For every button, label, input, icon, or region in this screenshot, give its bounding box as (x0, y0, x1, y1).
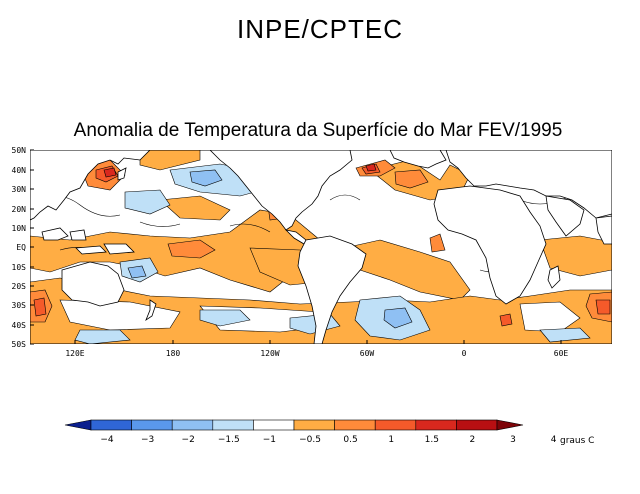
lon-label-180: 180 (166, 349, 181, 358)
lat-label-20s: 20S (12, 282, 27, 291)
lat-label-50n: 50N (12, 146, 27, 155)
lat-label-eq: EQ (16, 243, 26, 252)
lat-label-20n: 20N (12, 205, 27, 214)
colorbar-segment (131, 419, 173, 431)
colorbar-label: 3 (510, 435, 516, 445)
land-masses (30, 150, 612, 344)
lon-label-120e: 120E (65, 349, 84, 358)
lat-label-50s: 50S (12, 340, 27, 349)
lat-label-10n: 10N (12, 224, 27, 233)
lat-label-40n: 40N (12, 166, 27, 175)
colorbar-segment (415, 419, 457, 431)
organization-title: INPE/CPTEC (236, 14, 404, 44)
lon-label-120w: 120W (260, 349, 279, 358)
colorbar-units: graus C (560, 436, 594, 446)
colorbar-segment (456, 419, 498, 431)
colorbar: −4 −3 −2 −1.5 −1 −0.5 0.5 1 1.5 2 3 4 (64, 419, 557, 445)
colorbar-label: 2 (470, 435, 476, 445)
colorbar-label: −1.5 (218, 435, 240, 445)
lat-label-30n: 30N (12, 185, 27, 194)
lat-label-30s: 30S (12, 301, 27, 310)
lat-label-10s: 10S (12, 263, 27, 272)
lon-label-60e: 60E (554, 349, 569, 358)
lon-label-60w: 60W (360, 349, 375, 358)
colorbar-label: 0.5 (343, 435, 357, 445)
strong-cool-cores (127, 169, 413, 329)
map-field (30, 150, 612, 344)
longitude-axis: 120E 180 120W 60W 0 60E (65, 340, 568, 358)
colorbar-segment (293, 419, 335, 431)
lon-label-0: 0 (462, 349, 467, 358)
map-title: Anomalia de Temperatura da Superfície do… (73, 120, 563, 141)
colorbar-label: 1.5 (425, 435, 439, 445)
colorbar-label: 4 (551, 435, 557, 445)
lat-label-40s: 40S (12, 321, 27, 330)
colorbar-segment (212, 419, 254, 431)
latitude-axis: 50N 40N 30N 20N 10N EQ 10S 20S 30S 40S 5… (12, 146, 34, 349)
colorbar-label: −0.5 (299, 435, 321, 445)
colorbar-label: −2 (182, 435, 195, 445)
colorbar-segment (253, 419, 295, 431)
colorbar-label: −3 (141, 435, 154, 445)
colorbar-high-arrow (496, 419, 524, 431)
colorbar-segment (334, 419, 376, 431)
very-warm-cores (103, 163, 377, 178)
colorbar-label: 1 (388, 435, 394, 445)
colorbar-segment (171, 419, 214, 431)
colorbar-label: −4 (100, 435, 114, 445)
colorbar-label: −1 (263, 435, 276, 445)
colorbar-segment (374, 419, 417, 431)
colorbar-segment (90, 419, 132, 431)
colorbar-low-arrow (64, 419, 92, 431)
